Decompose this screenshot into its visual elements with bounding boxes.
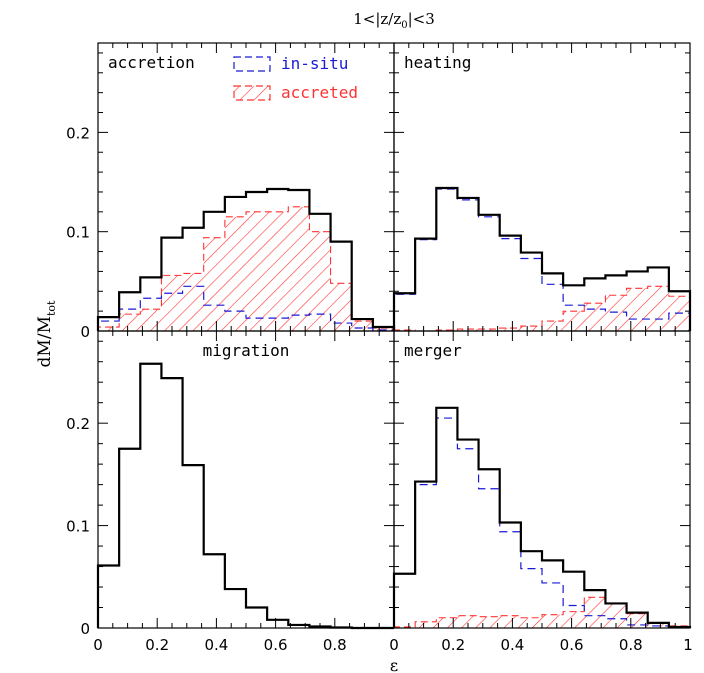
legend: in-situ accreted [233, 54, 358, 102]
x-tick-label: 0.2 [441, 636, 465, 654]
y-tick-label: 0 [80, 323, 90, 341]
series-total-migration [96, 362, 394, 630]
figure-title: 1<|z/z0|<3 [353, 10, 435, 31]
y-tick-label: 0.2 [66, 124, 90, 142]
series-accreted-heating [393, 285, 691, 332]
series-accreted-accretion [97, 206, 395, 331]
panel-title-merger: merger [404, 341, 462, 360]
series-insitu-accretion [97, 285, 395, 331]
series-insitu-heating [393, 188, 691, 331]
legend-accreted-label: accreted [281, 83, 358, 102]
x-tick-label: 0.2 [145, 636, 169, 654]
x-tick-label: 0.6 [560, 636, 584, 654]
panel-merger: 0 0.2 0.4 0.6 0.8 1 merger [389, 330, 693, 654]
x-tick-label: 0.4 [204, 636, 228, 654]
legend-accreted-swatch [233, 85, 271, 101]
series-total-heating [392, 186, 692, 331]
x-tick-label: 0.4 [500, 636, 524, 654]
x-axis-label: ε [390, 656, 398, 673]
legend-insitu-label: in-situ [281, 54, 348, 73]
panel-title-migration: migration [203, 341, 290, 360]
panel-frame-migration [97, 330, 395, 629]
y-axis-label: dM/Mtot [35, 300, 58, 367]
series-total-merger [392, 406, 692, 629]
panel-migration: 0 0.1 0.2 0 0.2 0.4 0.6 0.8 migration [66, 330, 395, 654]
x-tick-label: 0 [93, 636, 103, 654]
x-tick-label: 0.8 [323, 636, 347, 654]
panel-heating: heating [392, 42, 692, 332]
x-tick-label: 0 [389, 636, 399, 654]
panel-title-heating: heating [404, 53, 471, 72]
series-total-accretion [96, 187, 396, 331]
legend-insitu-swatch [233, 56, 271, 72]
x-tick-label: 0.6 [264, 636, 288, 654]
y-tick-label: 0.2 [66, 415, 90, 433]
panels-group: 0 0.1 0.2 accretion heating 0 0.1 0.2 0 0.2 0.4 0.6… [66, 42, 693, 654]
x-tick-label: 0.8 [619, 636, 643, 654]
y-tick-label: 0.1 [66, 518, 90, 536]
series-insitu-merger [393, 417, 691, 628]
x-tick-label: 1 [683, 636, 693, 654]
y-tick-label: 0 [80, 620, 90, 638]
y-tick-label: 0.1 [66, 224, 90, 242]
panel-title-accretion: accretion [108, 53, 195, 72]
